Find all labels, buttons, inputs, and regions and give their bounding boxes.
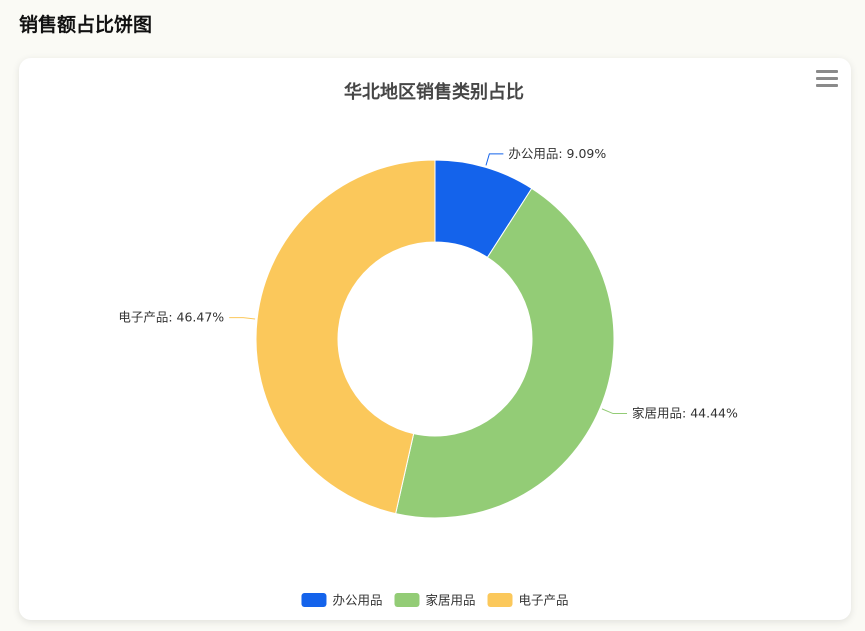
menu-icon[interactable] <box>816 70 838 88</box>
pie-slices <box>255 159 615 519</box>
pie-slice-label: 办公用品: 9.09% <box>508 146 606 161</box>
pie-slice-label: 家居用品: 44.44% <box>632 406 738 421</box>
pie-slice-label: 电子产品: 46.47% <box>118 310 224 325</box>
legend-swatch[interactable] <box>394 593 420 607</box>
page-title: 销售额占比饼图 <box>19 14 153 36</box>
chart-legend: 办公用品 家居用品 电子产品 <box>301 593 569 608</box>
pie-labels: 办公用品: 9.09% 家居用品: 44.44% 电子产品: 46.47% <box>118 146 738 421</box>
legend-label[interactable]: 电子产品 <box>519 593 569 608</box>
menu-icon-bar-top <box>816 70 838 73</box>
pie-label-leaders <box>229 153 628 415</box>
pie-leader-line <box>229 317 256 320</box>
menu-icon-bar-bottom <box>816 84 838 87</box>
legend-label[interactable]: 办公用品 <box>332 593 382 608</box>
legend-swatch[interactable] <box>487 593 513 607</box>
legend-swatch[interactable] <box>301 593 327 607</box>
menu-icon-bar-middle <box>816 77 838 80</box>
pie-slice[interactable] <box>395 187 615 519</box>
pie-slice[interactable] <box>255 159 436 515</box>
pie-chart: 华北地区销售类别占比 办公用品: 9.09% 家居用品: 44.44% 电子产品: … <box>118 81 738 608</box>
chart-title: 华北地区销售类别占比 <box>344 81 524 103</box>
pie-leader-line <box>485 153 504 166</box>
chart-card: 华北地区销售类别占比 办公用品: 9.09% 家居用品: 44.44% 电子产品: … <box>19 58 851 620</box>
pie-leader-line <box>601 408 628 415</box>
legend-label[interactable]: 家居用品 <box>425 593 475 608</box>
